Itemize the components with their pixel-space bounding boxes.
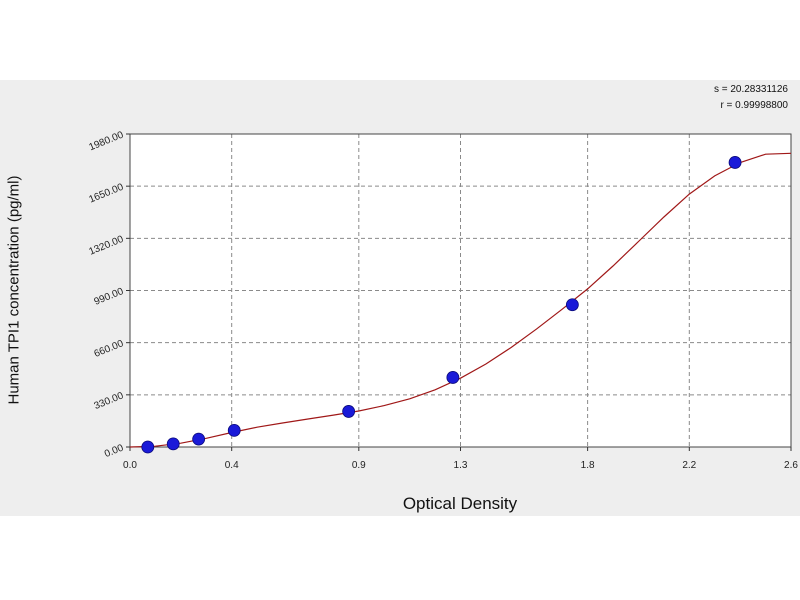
x-axis-label: Optical Density <box>402 494 518 513</box>
x-tick-label: 0.0 <box>123 460 137 471</box>
x-tick-label: 2.2 <box>682 460 696 471</box>
y-axis-label: Human TPI1 concentration (pg/ml) <box>5 175 23 405</box>
x-tick-label: 2.6 <box>784 460 798 471</box>
x-tick-label: 1.3 <box>454 460 468 471</box>
y-tick-label: 330.00 <box>93 390 126 412</box>
y-tick-label: 1320.00 <box>87 234 125 258</box>
y-tick-label: 1650.00 <box>87 182 125 206</box>
data-point <box>192 432 206 446</box>
y-tick-label: 1980.00 <box>87 129 125 153</box>
data-point <box>141 440 155 454</box>
data-point <box>446 371 460 384</box>
data-point <box>227 424 241 437</box>
data-point <box>342 405 356 418</box>
y-tick-label: 660.00 <box>93 338 126 360</box>
x-tick-label: 0.4 <box>225 460 239 471</box>
data-point <box>728 156 742 169</box>
fit-statistic-r: r = 0.99998800 <box>720 100 788 111</box>
y-tick-label: 990.00 <box>93 286 126 308</box>
data-point <box>166 437 180 451</box>
fit-statistic-s: s = 20.28331126 <box>713 84 788 95</box>
x-tick-label: 1.8 <box>581 460 595 471</box>
y-tick-label: 0.00 <box>103 442 126 460</box>
data-point <box>565 298 579 312</box>
x-tick-label: 0.9 <box>352 460 366 471</box>
